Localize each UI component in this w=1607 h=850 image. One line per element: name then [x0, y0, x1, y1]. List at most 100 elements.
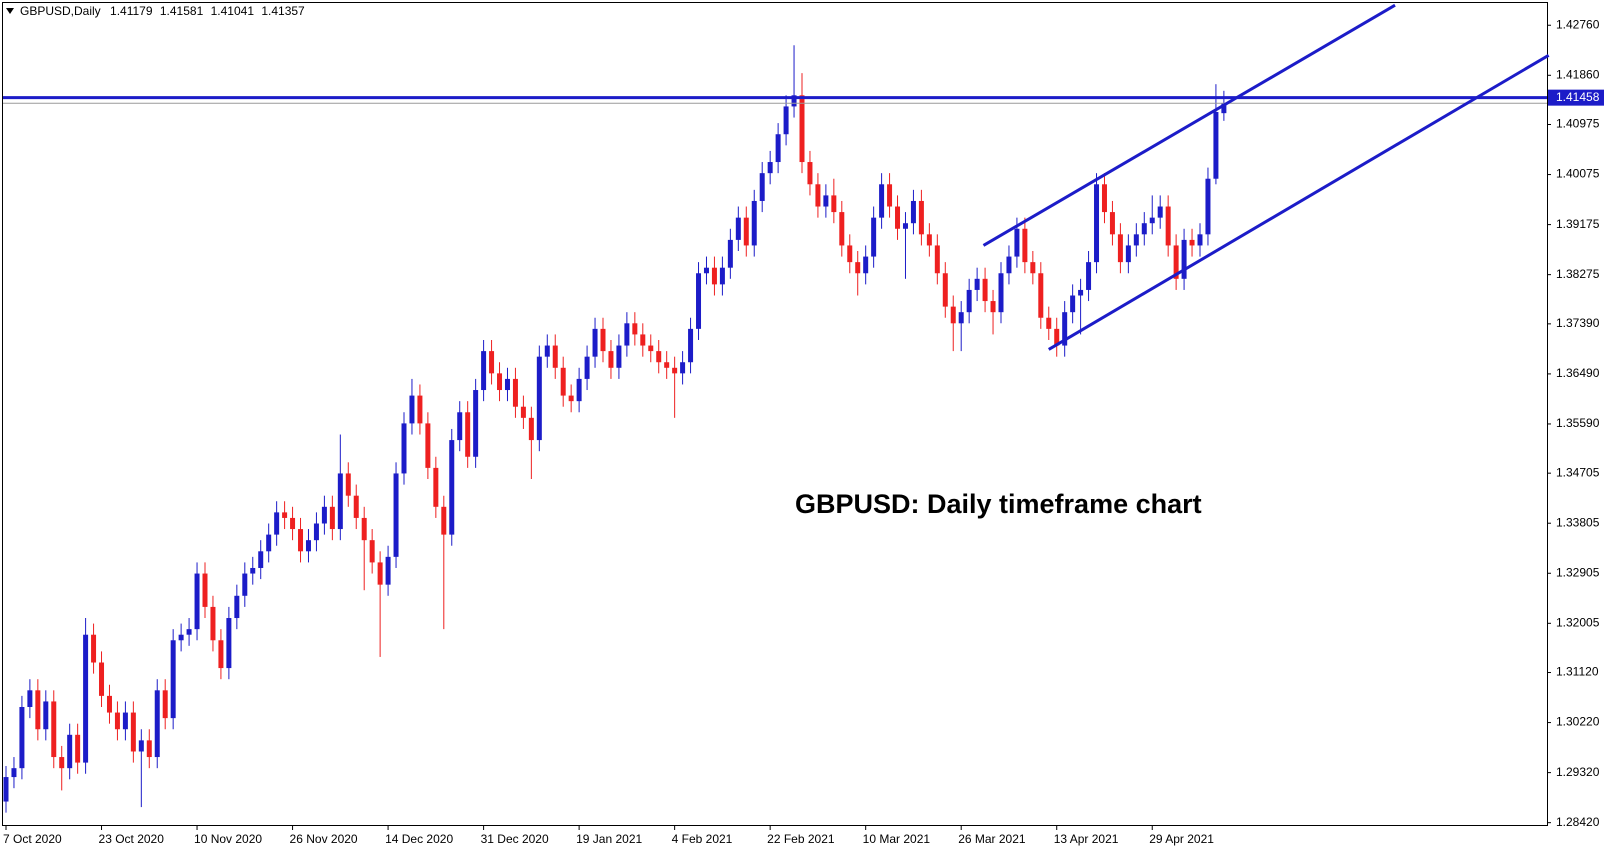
y-tick-label: 1.42760: [1556, 17, 1600, 31]
candle-body: [337, 473, 343, 530]
candle-body: [1157, 206, 1163, 218]
candle-body: [950, 306, 956, 324]
candle-body: [791, 95, 797, 107]
x-tick-label: 31 Dec 2020: [481, 832, 549, 846]
candle-body: [377, 562, 383, 585]
y-tick-label: 1.41860: [1556, 67, 1600, 81]
x-tick-label: 26 Nov 2020: [290, 832, 358, 846]
x-tick-label: 22 Feb 2021: [767, 832, 835, 846]
x-tick-label: 10 Mar 2021: [863, 832, 931, 846]
candle-body: [1205, 178, 1211, 235]
y-tick-label: 1.33805: [1556, 515, 1600, 529]
candle-body: [194, 573, 200, 630]
candle-body: [871, 217, 877, 257]
candle-body: [473, 390, 479, 457]
x-tick-label: 23 Oct 2020: [99, 832, 165, 846]
candle-body: [35, 690, 41, 730]
y-tick-label: 1.35590: [1556, 416, 1600, 430]
candle-body: [218, 640, 224, 669]
candle-body: [298, 529, 304, 552]
candle-body: [608, 351, 614, 368]
candle-body: [75, 734, 81, 763]
y-tick-label: 1.37390: [1556, 316, 1600, 330]
candle-body: [258, 551, 264, 568]
candle-body: [552, 345, 558, 368]
annotation: GBPUSD: Daily timeframe chart: [795, 489, 1202, 519]
candle-body: [1181, 239, 1187, 279]
candle-body: [282, 512, 288, 518]
y-tick-label: 1.40075: [1556, 167, 1600, 181]
candle-body: [266, 534, 272, 552]
candle-body: [425, 423, 431, 468]
y-tick-label: 1.39175: [1556, 217, 1600, 231]
candle-body: [966, 289, 972, 313]
candle-body: [27, 690, 33, 707]
candle-body: [696, 273, 702, 329]
candle-body: [1046, 317, 1052, 329]
candle-body: [305, 540, 311, 552]
candle-body: [799, 95, 805, 163]
candle-body: [775, 134, 781, 163]
candle-body: [942, 273, 948, 307]
candle-body: [146, 740, 152, 758]
candle-body: [1117, 234, 1123, 263]
candle-body: [1133, 234, 1139, 246]
candle-body: [934, 245, 940, 274]
header-open: 1.41179: [110, 4, 153, 18]
candle-body: [910, 200, 916, 224]
candle-body: [1038, 273, 1044, 318]
candle-body: [990, 301, 996, 313]
y-tick-label: 1.31120: [1556, 665, 1599, 679]
candle-body: [465, 412, 471, 457]
candle-body: [1101, 184, 1107, 213]
candle-body: [743, 217, 749, 246]
candle-body: [234, 595, 240, 619]
candle-body: [576, 378, 582, 402]
candle-body: [59, 757, 65, 769]
candle-body: [353, 495, 359, 518]
candle-body: [361, 517, 367, 541]
candle-body: [1006, 256, 1012, 274]
candle-body: [711, 267, 717, 285]
candle-body: [584, 356, 590, 379]
header-close: 1.41357: [261, 4, 305, 18]
candle-body: [114, 712, 120, 730]
y-tick-label: 1.32905: [1556, 565, 1600, 579]
candle-body: [385, 556, 391, 585]
candle-body: [751, 200, 757, 246]
candle-body: [417, 395, 423, 424]
candle-body: [616, 345, 622, 368]
header-high: 1.41581: [160, 4, 204, 18]
candle-body: [274, 512, 280, 535]
candle-body: [544, 345, 550, 357]
candle-body: [19, 706, 25, 769]
candle-body: [242, 573, 248, 596]
candle-body: [727, 239, 733, 268]
candle-body: [592, 328, 598, 357]
x-tick-label: 26 Mar 2021: [958, 832, 1026, 846]
candle-body: [186, 629, 192, 635]
candle-body: [106, 695, 112, 713]
x-tick-label: 19 Jan 2021: [576, 832, 642, 846]
candle-body: [958, 312, 964, 324]
candle-body: [520, 406, 526, 418]
candle-body: [449, 440, 455, 535]
candle-body: [902, 223, 908, 229]
candle-body: [457, 412, 463, 441]
menu-arrow[interactable]: [6, 8, 14, 14]
candle-body: [719, 267, 725, 285]
y-tick-label: 1.38275: [1556, 267, 1600, 281]
y-tick-label: 1.34705: [1556, 465, 1600, 479]
candle-body: [632, 323, 638, 335]
candle-body: [497, 373, 503, 391]
y-tick-label: 1.28420: [1556, 815, 1600, 829]
candle-body: [1221, 103, 1227, 114]
candle-body: [250, 567, 256, 574]
candle-body: [290, 517, 296, 530]
candle-body: [210, 606, 216, 641]
candle-body: [1141, 223, 1147, 235]
candle-body: [1078, 289, 1084, 296]
candle-body: [1062, 312, 1068, 346]
candle-body: [918, 200, 924, 235]
candle-body: [672, 367, 678, 374]
